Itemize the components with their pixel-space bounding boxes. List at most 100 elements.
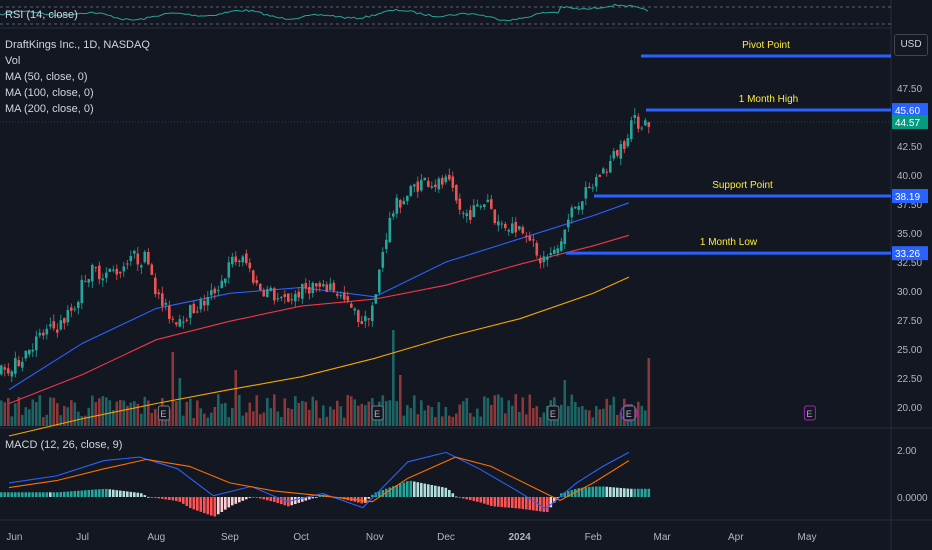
candle-body [136, 253, 140, 265]
candle-body [563, 229, 567, 245]
candle-body [175, 322, 178, 325]
volume-bar [441, 416, 444, 426]
macd-hist-bar [553, 497, 556, 503]
macd-hist-bar [231, 497, 234, 506]
macd-hist-bar [94, 489, 98, 497]
candle-body [45, 328, 49, 335]
volume-bar [24, 407, 28, 426]
earnings-marker-label: E [374, 409, 380, 419]
candle-body [290, 299, 294, 301]
symbol-title[interactable]: DraftKings Inc., 1D, NASDAQ [5, 39, 150, 51]
candle-body [633, 115, 637, 119]
macd-hist-bar [157, 497, 161, 499]
volume-bar [325, 416, 329, 426]
candle-body [360, 321, 364, 325]
volume-bar [469, 413, 472, 426]
macd-hist-bar [42, 492, 45, 497]
y-tick-label: 47.50 [897, 84, 922, 95]
macd-hist-bar [413, 481, 416, 497]
volume-bar [525, 414, 528, 426]
macd-hist-bar [45, 492, 49, 497]
volume-bar [224, 402, 227, 426]
volume-bar [157, 414, 161, 426]
candle-body [73, 308, 77, 310]
macd-hist-bar [84, 490, 87, 497]
volume-bar [150, 413, 154, 426]
level-label: 1 Month Low [700, 237, 758, 248]
volume-bar [154, 409, 157, 426]
macd-hist-bar [108, 489, 112, 497]
macd-hist-bar [73, 491, 77, 497]
macd-hist-bar [416, 482, 420, 497]
candle-body [297, 291, 301, 298]
macd-hist-bar [154, 497, 157, 498]
volume-bar [364, 405, 367, 426]
volume-bar [304, 401, 308, 426]
earnings-marker-label: E [806, 409, 812, 419]
volume-bar [644, 410, 647, 426]
macd-hist-bar [476, 497, 479, 502]
macd-tick-label: 2.00 [897, 446, 917, 457]
candle-body [570, 207, 574, 218]
macd-hist-bar [143, 495, 147, 497]
candle-body [66, 310, 70, 323]
macd-hist-bar [402, 482, 406, 497]
candle-body [154, 277, 157, 295]
legend-ma100[interactable]: MA (100, close, 0) [5, 87, 94, 99]
volume-bar [385, 401, 388, 426]
candle-body [364, 316, 367, 322]
volume-bar [507, 400, 511, 426]
ma-line-50 [8, 202, 630, 391]
macd-hist-bar [28, 492, 31, 497]
macd-hist-bar [98, 489, 101, 497]
volume-bar [542, 412, 546, 426]
macd-hist-bar [269, 497, 273, 502]
macd-hist-bar [199, 497, 203, 512]
candle-body [385, 239, 388, 249]
volume-bar [616, 414, 619, 426]
volume-bar [528, 394, 532, 426]
x-tick-label: Dec [437, 532, 455, 543]
candle-body [231, 256, 234, 265]
macd-hist-bar [518, 497, 521, 509]
currency-button[interactable]: USD [894, 34, 928, 56]
volume-bar [234, 370, 238, 426]
macd-hist-bar [248, 497, 252, 498]
candle-body [441, 177, 444, 185]
last-price-tag-label: 44.57 [895, 118, 920, 129]
volume-bar [332, 409, 336, 426]
volume-bar [455, 413, 458, 426]
candle-body [339, 295, 343, 297]
candlesticks [0, 108, 651, 383]
macd-hist-bar [444, 487, 448, 497]
candle-body [353, 308, 357, 311]
candle-body [52, 321, 56, 329]
candle-body [598, 174, 602, 177]
volume-bar [294, 396, 297, 426]
candle-body [245, 253, 248, 264]
volume-bar [486, 397, 490, 426]
macd-hist-bar [427, 484, 430, 497]
volume-bar [423, 410, 427, 426]
candle-body [476, 204, 479, 207]
macd-hist-bar [584, 487, 588, 497]
legend-vol[interactable]: Vol [5, 55, 21, 67]
volume-bar [182, 415, 185, 426]
candle-body [56, 329, 59, 333]
level-price-tag-label: 45.60 [895, 106, 920, 117]
legend-ma50[interactable]: MA (50, close, 0) [5, 71, 88, 83]
volume-bar [514, 394, 518, 426]
legend-ma200[interactable]: MA (200, close, 0) [5, 103, 94, 115]
candle-body [140, 265, 143, 268]
candle-body [374, 294, 378, 304]
earnings-highlight [620, 404, 638, 422]
earnings-marker-label: E [550, 409, 556, 419]
volume-bar [45, 414, 49, 426]
macd-hist-bar [133, 492, 136, 497]
volume-bar [94, 402, 98, 426]
candle-body [203, 300, 206, 306]
candle-body [308, 287, 311, 294]
macd-hist-bar [255, 497, 259, 498]
macd-hist-bar [483, 497, 486, 504]
